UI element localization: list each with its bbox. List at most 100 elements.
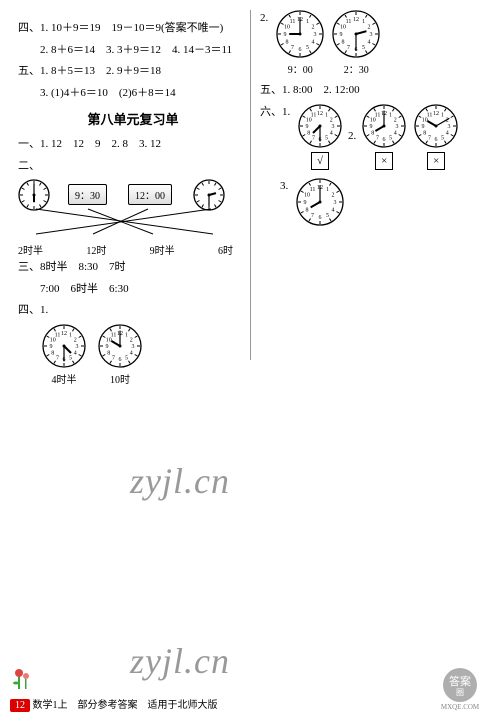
digital-2: 12：00 xyxy=(128,184,172,205)
svg-text:11: 11 xyxy=(375,112,381,118)
svg-text:11: 11 xyxy=(111,332,117,338)
svg-text:6: 6 xyxy=(319,215,322,221)
svg-text:4: 4 xyxy=(394,130,397,136)
footer-text: 数学1上 部分参考答案 适用于北师大版 xyxy=(33,700,218,711)
svg-text:11: 11 xyxy=(311,112,317,118)
svg-text:9: 9 xyxy=(304,200,307,206)
svg-text:9: 9 xyxy=(50,344,53,350)
svg-text:2: 2 xyxy=(330,117,333,123)
svg-text:6: 6 xyxy=(299,47,302,53)
svg-text:9: 9 xyxy=(284,32,287,38)
svg-text:3: 3 xyxy=(76,344,79,350)
svg-text:4: 4 xyxy=(74,350,77,356)
svg-text:2: 2 xyxy=(130,337,133,343)
q4b-label: 四、1. xyxy=(18,302,248,319)
svg-text:8: 8 xyxy=(307,130,310,136)
svg-text:8: 8 xyxy=(286,40,289,46)
r-q6-3-label: 3. xyxy=(280,178,288,195)
svg-text:5: 5 xyxy=(306,45,309,51)
q4b-clock-label-1: 10时 xyxy=(98,371,142,386)
svg-text:2: 2 xyxy=(332,192,335,198)
svg-text:8: 8 xyxy=(423,130,426,136)
r-q6-label: 六、1. xyxy=(260,104,294,121)
svg-text:10: 10 xyxy=(304,192,310,198)
svg-text:6: 6 xyxy=(119,357,122,363)
r-q6-clock-1: 121234567891011 × xyxy=(362,104,406,170)
q2-label: 二、 xyxy=(18,158,248,175)
svg-text:11: 11 xyxy=(290,19,296,25)
r-q6-clock-2: 121234567891011 × xyxy=(414,104,458,170)
q4-line1: 四、1. 10＋9＝19 19－10＝9(答案不唯一) xyxy=(18,20,248,37)
svg-text:5: 5 xyxy=(362,45,365,51)
footer: 12 数学1上 部分参考答案 适用于北师大版 xyxy=(10,696,218,712)
q4b-clock-label-0: 4时半 xyxy=(42,371,86,386)
column-divider xyxy=(250,10,251,360)
svg-text:7: 7 xyxy=(347,45,350,51)
svg-text:5: 5 xyxy=(325,135,328,141)
q4b-clock-1: 121234567891011 10时 xyxy=(98,324,142,386)
svg-text:4: 4 xyxy=(368,40,371,46)
svg-text:1: 1 xyxy=(326,187,329,193)
svg-text:2: 2 xyxy=(394,117,397,123)
svg-text:3: 3 xyxy=(132,344,135,350)
svg-text:10: 10 xyxy=(284,25,290,31)
svg-text:2: 2 xyxy=(312,25,315,31)
match-label-2: 9时半 xyxy=(150,242,175,257)
svg-text:10: 10 xyxy=(340,25,346,31)
svg-text:12: 12 xyxy=(61,331,67,337)
svg-text:7: 7 xyxy=(311,212,314,218)
svg-text:2: 2 xyxy=(74,337,77,343)
svg-text:1: 1 xyxy=(362,19,365,25)
svg-text:1: 1 xyxy=(389,112,392,118)
ans-box-2: × xyxy=(427,152,445,170)
svg-text:3: 3 xyxy=(448,124,451,130)
ans-box-0: √ xyxy=(311,152,329,170)
svg-text:6: 6 xyxy=(435,137,438,143)
digital-1: 9：30 xyxy=(68,184,107,205)
svg-text:3: 3 xyxy=(334,200,337,206)
match-label-3: 6时 xyxy=(218,242,233,257)
q1-line: 一、1. 12 12 9 2. 8 3. 12 xyxy=(18,136,248,153)
svg-text:8: 8 xyxy=(306,207,309,213)
svg-text:11: 11 xyxy=(346,19,352,25)
r-q2-clock-0: 121234567891011 9：00 xyxy=(276,10,324,76)
watermark-2: zyjl.cn xyxy=(130,640,230,682)
svg-text:9: 9 xyxy=(422,124,425,130)
svg-text:4: 4 xyxy=(332,207,335,213)
svg-text:12: 12 xyxy=(317,111,323,117)
svg-text:4: 4 xyxy=(446,130,449,136)
svg-text:5: 5 xyxy=(441,135,444,141)
r-q2-label-1: 2：30 xyxy=(332,61,380,76)
svg-text:8: 8 xyxy=(107,350,110,356)
svg-text:1: 1 xyxy=(125,332,128,338)
svg-text:11: 11 xyxy=(310,187,316,193)
svg-text:答案: 答案 xyxy=(449,674,471,688)
svg-text:3: 3 xyxy=(396,124,399,130)
svg-text:5: 5 xyxy=(326,212,329,218)
page-number: 12 xyxy=(10,699,30,712)
svg-text:11: 11 xyxy=(55,332,61,338)
svg-text:7: 7 xyxy=(291,45,294,51)
watermark-1: zyjl.cn xyxy=(130,460,230,502)
svg-text:7: 7 xyxy=(312,135,315,141)
corner-logo: 答案 圈 MXQE.COM xyxy=(430,667,490,716)
svg-text:3: 3 xyxy=(332,124,335,130)
svg-text:4: 4 xyxy=(312,40,315,46)
ans-box-1: × xyxy=(375,152,393,170)
svg-text:11: 11 xyxy=(427,112,433,118)
svg-text:12: 12 xyxy=(433,111,439,117)
svg-text:7: 7 xyxy=(56,355,59,361)
matching-diagram: 9：30 12：00 2时半 12时 9时半 6时 xyxy=(18,179,248,259)
svg-text:9: 9 xyxy=(306,124,309,130)
q5-line1: 五、1. 8＋5＝13 2. 9＋9＝18 xyxy=(18,63,248,80)
q4b-clock-0: 121234567891011 4时半 xyxy=(42,324,86,386)
r-q2-label-0: 9：00 xyxy=(276,61,324,76)
unit-title: 第八单元复习单 xyxy=(18,109,248,128)
svg-text:1: 1 xyxy=(306,19,309,25)
svg-text:8: 8 xyxy=(51,350,54,356)
left-column: 四、1. 10＋9＝19 19－10＝9(答案不唯一) 2. 8＋6＝14 3.… xyxy=(18,20,248,386)
svg-text:2: 2 xyxy=(368,25,371,31)
r-q6-3-clock: 121234567891011 xyxy=(296,178,344,226)
r-q5: 五、1. 8:00 2. 12:00 xyxy=(260,82,480,99)
svg-text:3: 3 xyxy=(314,32,317,38)
